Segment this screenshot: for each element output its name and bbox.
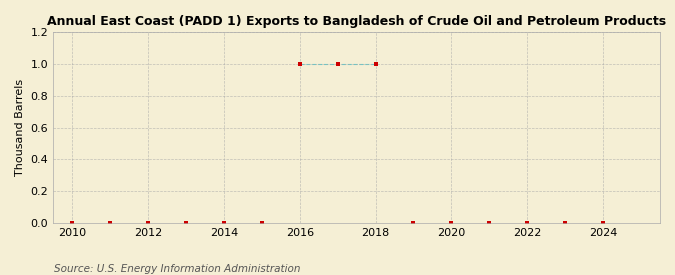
Text: Source: U.S. Energy Information Administration: Source: U.S. Energy Information Administ… — [54, 264, 300, 274]
Y-axis label: Thousand Barrels: Thousand Barrels — [15, 79, 25, 176]
Title: Annual East Coast (PADD 1) Exports to Bangladesh of Crude Oil and Petroleum Prod: Annual East Coast (PADD 1) Exports to Ba… — [47, 15, 666, 28]
